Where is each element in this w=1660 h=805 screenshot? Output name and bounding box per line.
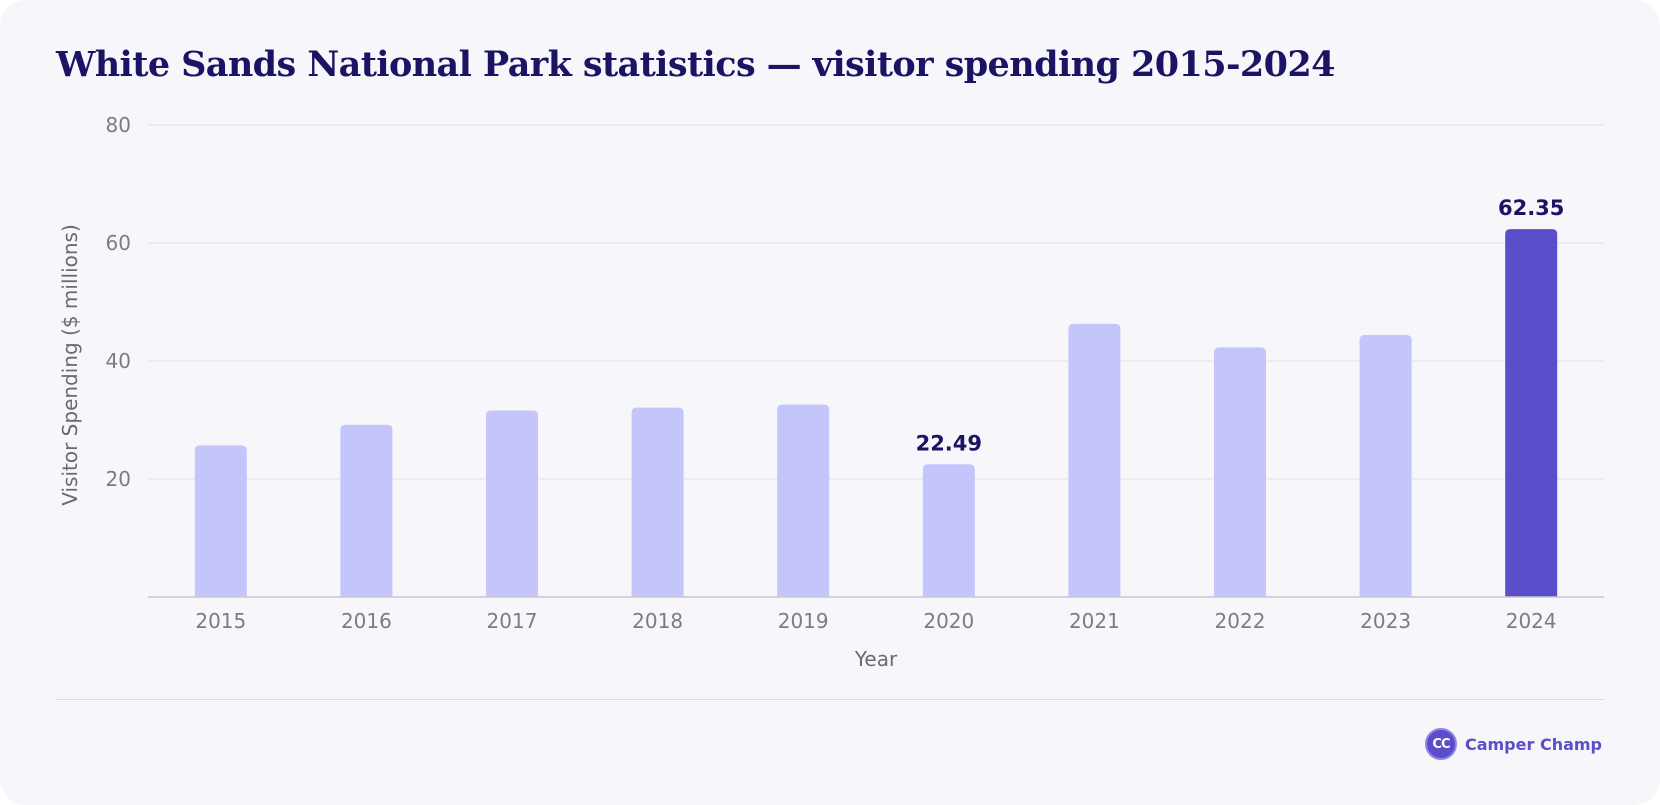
x-tick-label: 2021 xyxy=(1069,609,1120,633)
x-tick-label: 2019 xyxy=(778,609,829,633)
y-tick-label: 80 xyxy=(106,113,131,137)
bar-chart: 22.49 62.35 20 40 60 80 2015 2016 2017 2018 2019… xyxy=(58,113,1604,671)
bar-2022 xyxy=(1214,347,1266,597)
x-tick-label: 2022 xyxy=(1215,609,1266,633)
chart-title: White Sands National Park statistics — v… xyxy=(56,44,1336,85)
bar-2024 xyxy=(1505,229,1558,597)
x-tick-label: 2023 xyxy=(1360,609,1411,633)
bar-2015 xyxy=(194,445,247,597)
y-tick-label: 40 xyxy=(106,349,131,373)
bar-2021 xyxy=(1068,323,1121,597)
camper-champ-logo-icon: CC xyxy=(1424,728,1457,760)
data-label-2020: 22.49 xyxy=(916,431,982,455)
x-tick-label: 2024 xyxy=(1506,609,1557,633)
x-tick-labels: 2015 2016 2017 2018 2019 2020 2021 2022 2023 2024 xyxy=(195,609,1556,633)
x-tick-label: 2016 xyxy=(341,609,392,633)
bar-2020 xyxy=(922,464,975,597)
bar-2017 xyxy=(486,410,538,597)
y-tick-label: 60 xyxy=(106,231,131,255)
x-tick-label: 2017 xyxy=(487,609,538,633)
y-tick-label: 20 xyxy=(106,467,131,491)
x-tick-label: 2018 xyxy=(632,609,683,633)
x-axis-title: Year xyxy=(854,647,898,671)
brand-name: Camper Champ xyxy=(1464,734,1602,754)
y-tick-labels: 20 40 60 80 xyxy=(106,113,131,491)
bar-2016 xyxy=(340,424,393,597)
data-labels: 22.49 62.35 xyxy=(916,196,1565,455)
x-tick-label: 2020 xyxy=(923,609,974,633)
bars xyxy=(194,229,1558,597)
brand-badge: CC Camper Champ xyxy=(1424,728,1602,760)
data-label-2024: 62.35 xyxy=(1498,196,1564,220)
y-axis-title: Visitor Spending ($ millions) xyxy=(58,224,82,506)
bar-2023 xyxy=(1359,335,1412,597)
bar-2018 xyxy=(631,407,684,597)
footer-divider xyxy=(56,699,1604,700)
bar-2019 xyxy=(777,404,830,597)
x-tick-label: 2015 xyxy=(195,609,246,633)
